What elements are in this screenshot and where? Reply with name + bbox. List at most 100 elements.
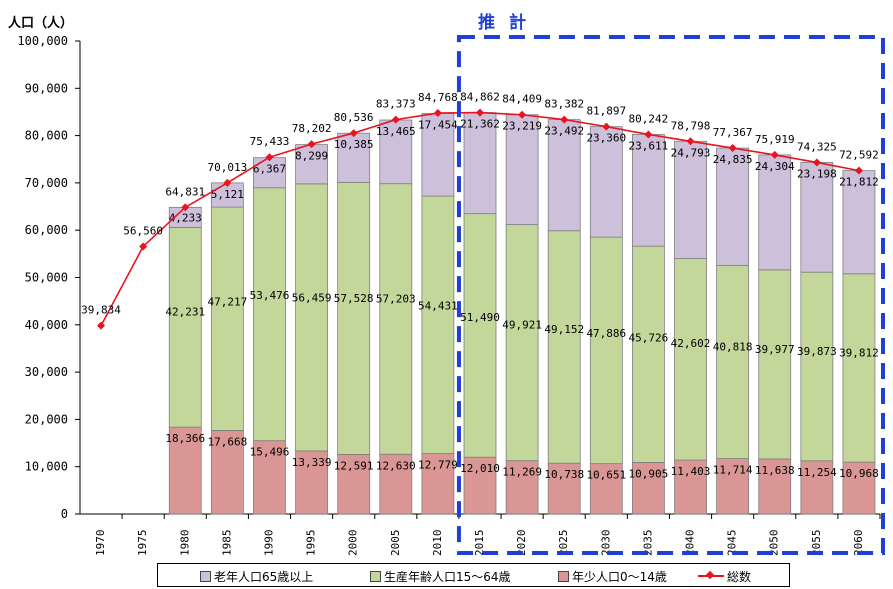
x-tick-label: 1970 <box>94 530 107 557</box>
total-label: 72,592 <box>839 149 879 162</box>
x-tick-label: 2030 <box>599 530 612 557</box>
x-tick-label: 2035 <box>641 530 654 557</box>
total-marker <box>770 150 779 159</box>
projection-label: 推計 <box>478 13 540 33</box>
data-label-working: 57,528 <box>334 292 374 305</box>
total-marker <box>476 108 484 117</box>
data-label-youth: 10,651 <box>586 469 626 482</box>
bar-youth <box>295 450 328 515</box>
x-tick-label: 2005 <box>389 530 402 557</box>
x-tick-label: 2000 <box>347 530 360 557</box>
data-label-elderly: 23,198 <box>797 167 837 180</box>
total-label: 80,242 <box>629 112 669 125</box>
data-label-elderly: 13,465 <box>376 125 416 138</box>
legend-swatch-youth <box>558 570 569 582</box>
legend-swatch-elderly <box>200 570 211 582</box>
data-label-working: 49,921 <box>502 318 542 331</box>
total-marker <box>97 321 106 330</box>
projection-box <box>456 35 885 555</box>
y-axis-title: 人口（人） <box>8 16 74 31</box>
data-label-youth: 18,366 <box>165 432 205 445</box>
total-marker <box>518 110 527 119</box>
data-label-elderly: 10,385 <box>334 138 374 151</box>
bar-youth <box>547 462 581 515</box>
legend-item-elderly: 老年人口65歳以上 <box>200 568 313 584</box>
bar-elderly <box>800 162 834 273</box>
data-label-elderly: 24,835 <box>713 153 753 166</box>
data-label-youth: 11,403 <box>671 465 711 478</box>
data-label-working: 40,818 <box>713 340 753 353</box>
bar-youth <box>168 426 202 515</box>
bar-working <box>295 183 328 452</box>
data-label-youth: 11,638 <box>755 464 795 477</box>
bar-youth <box>674 459 707 515</box>
data-label-youth: 11,714 <box>713 464 753 477</box>
total-marker <box>391 115 400 124</box>
bar-youth <box>337 454 371 515</box>
data-label-working: 39,977 <box>755 343 795 356</box>
bar-elderly <box>674 140 707 259</box>
bar-working <box>379 183 413 455</box>
data-label-working: 56,459 <box>292 291 332 304</box>
x-tick-label: 2055 <box>810 530 823 557</box>
bar-youth <box>421 453 455 515</box>
total-marker <box>139 242 148 251</box>
y-tick-label: 40,000 <box>25 318 68 332</box>
data-label-working: 39,873 <box>797 345 837 358</box>
bar-youth <box>758 458 792 515</box>
x-tick-label: 1985 <box>220 530 233 557</box>
total-label: 83,382 <box>544 98 584 111</box>
total-marker <box>644 130 653 139</box>
total-label: 78,798 <box>671 119 711 132</box>
bar-working <box>589 236 623 465</box>
legend-item-working: 生産年齢人口15～64歳 <box>370 568 511 584</box>
bar-elderly <box>253 157 286 189</box>
bar-elderly <box>505 114 539 225</box>
x-tick-label: 1990 <box>262 530 275 557</box>
legend-label-elderly: 老年人口65歳以上 <box>214 569 314 584</box>
total-label: 84,409 <box>502 93 542 106</box>
bar-working <box>337 181 371 455</box>
total-marker <box>812 158 821 167</box>
x-tick-label: 2015 <box>473 530 486 557</box>
data-label-elderly: 5,121 <box>211 188 244 201</box>
y-tick-label: 50,000 <box>25 271 68 285</box>
total-marker <box>854 166 863 175</box>
y-tick-label: 10,000 <box>25 460 68 474</box>
data-label-working: 45,726 <box>629 331 669 344</box>
legend-swatch-working <box>370 570 381 582</box>
data-label-working: 49,152 <box>544 323 584 336</box>
data-label-youth: 15,496 <box>250 446 290 459</box>
data-label-working: 57,203 <box>376 293 416 306</box>
bar-elderly <box>379 119 413 185</box>
bar-elderly <box>337 132 371 183</box>
data-label-elderly: 21,362 <box>460 118 500 131</box>
total-label: 77,367 <box>713 126 753 139</box>
bar-working <box>632 245 665 463</box>
data-label-youth: 10,968 <box>839 467 879 480</box>
bar-working <box>505 224 539 462</box>
y-tick-label: 90,000 <box>25 81 68 95</box>
bar-working <box>842 273 876 463</box>
y-tick-label: 20,000 <box>25 412 68 426</box>
total-label: 70,013 <box>207 161 247 174</box>
bar-youth <box>632 462 665 515</box>
x-tick-label: 2025 <box>557 530 570 557</box>
total-marker <box>560 115 569 124</box>
total-label: 64,831 <box>165 185 205 198</box>
total-marker <box>181 203 190 212</box>
data-label-working: 42,602 <box>671 337 711 350</box>
total-marker <box>686 137 695 146</box>
bar-elderly <box>463 112 497 215</box>
total-label: 39,834 <box>81 304 121 317</box>
bar-youth <box>463 456 497 515</box>
y-tick-label: 0 <box>61 507 68 521</box>
legend-item-total: 総数 <box>698 568 751 584</box>
x-tick-label: 1995 <box>305 530 318 557</box>
data-label-youth: 10,905 <box>629 467 669 480</box>
data-label-elderly: 8,299 <box>295 150 328 163</box>
total-label: 84,768 <box>418 91 458 104</box>
bar-working <box>716 265 750 459</box>
